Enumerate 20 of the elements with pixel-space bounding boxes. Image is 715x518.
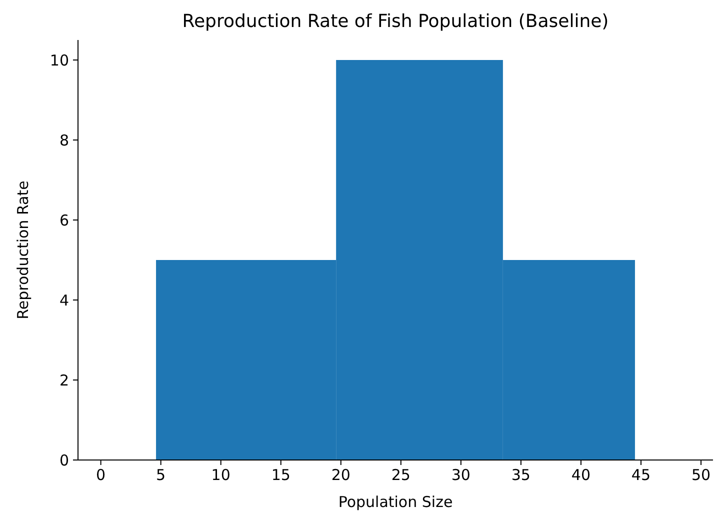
y-tick-label: 8	[59, 131, 69, 150]
x-tick-label: 20	[331, 466, 350, 484]
y-tick-label: 4	[59, 291, 69, 310]
y-tick-label: 0	[59, 451, 69, 470]
x-tick-label: 0	[96, 466, 106, 484]
x-tick-label: 15	[271, 466, 290, 484]
chart-title: Reproduction Rate of Fish Population (Baseline)	[182, 11, 609, 32]
x-tick-label: 5	[156, 466, 166, 484]
y-tick-label: 2	[59, 371, 69, 390]
x-tick-label: 35	[511, 466, 530, 484]
x-tick-label: 30	[451, 466, 470, 484]
x-axis-title: Population Size	[338, 493, 453, 511]
y-axis-title: Reproduction Rate	[14, 180, 32, 320]
y-tick-label: 10	[50, 51, 69, 70]
x-tick-label: 50	[691, 466, 711, 484]
y-tick-label: 6	[59, 211, 69, 230]
x-tick-label: 40	[571, 466, 591, 484]
x-tick-label: 45	[631, 466, 651, 484]
x-tick-label: 10	[211, 466, 230, 484]
x-tick-label: 25	[391, 466, 410, 484]
